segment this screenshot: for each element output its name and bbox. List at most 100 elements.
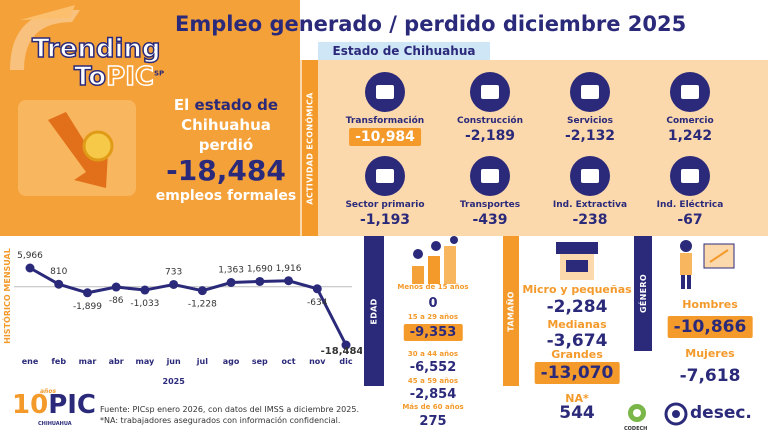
size-value: -2,284 (546, 297, 608, 317)
gender-strip: GÉNERO (634, 236, 652, 351)
x-tick-label: jun (166, 357, 181, 366)
title: Empleo generado / perdido diciembre 2025 (175, 12, 687, 36)
summary-text: perdió (198, 136, 254, 154)
age-name: Menos de 15 años (397, 283, 469, 291)
gender-name: Mujeres (685, 347, 735, 360)
gender-value: -7,618 (679, 366, 741, 386)
age-value: -6,552 (409, 360, 457, 375)
summary-text: Chihuahua (181, 116, 271, 134)
size-value: 544 (559, 403, 595, 423)
size-name: Grandes (551, 348, 603, 361)
age-value: -9,353 (403, 324, 463, 341)
point (169, 279, 179, 289)
desec: desec. (690, 403, 752, 423)
x-tick-label: nov (309, 357, 326, 366)
sector-icon (670, 156, 710, 196)
sector-icon (570, 72, 610, 112)
point (255, 276, 265, 286)
sector-icon (470, 156, 510, 196)
sector-name: Construcción (456, 116, 524, 126)
age-heading: EDAD (369, 297, 379, 325)
sector-value: -67 (677, 212, 703, 228)
sector-value: -439 (472, 212, 508, 228)
sector-value: -2,189 (464, 128, 516, 144)
size-value: -3,674 (546, 331, 608, 351)
point (82, 288, 92, 298)
value-label: -86 (109, 296, 124, 306)
value-label: 5,966 (17, 251, 43, 261)
summary-highlight: estado de (194, 96, 279, 114)
sector-name: Transformación (345, 116, 425, 126)
sector-icon (365, 156, 405, 196)
footer-logo: 10PIC (12, 390, 96, 420)
value-label: -634 (307, 298, 328, 308)
x-tick-label: ago (223, 357, 240, 366)
sector-heading: ACTIVIDAD ECONÓMICA (305, 91, 315, 205)
line-chart: HISTÓRICO MENSUAL 5,966 ene 810 feb -1,899 ma… (1, 248, 362, 386)
subtitle: Estado de Chihuahua (318, 42, 490, 60)
sector-value: 1,242 (667, 128, 713, 144)
sector-name: Comercio (666, 116, 714, 126)
value-label: 1,363 (218, 265, 244, 275)
gender-heading: GÉNERO (638, 274, 648, 313)
size-name: NA* (565, 392, 589, 405)
value-label: -1,228 (188, 300, 217, 310)
point (197, 286, 207, 296)
store-icon (556, 242, 598, 280)
summary-text: empleos formales (155, 188, 297, 204)
x-axis-title: 2025 (163, 377, 186, 386)
age-name: Más de 60 años (402, 403, 464, 411)
value-label: -1,033 (130, 299, 159, 309)
gender-name: Hombres (682, 298, 738, 311)
x-tick-label: oct (282, 357, 296, 366)
sector-value: -2,132 (564, 128, 616, 144)
sector-name: Ind. Extractiva (552, 200, 628, 210)
value-label: 733 (165, 267, 182, 277)
brand-sp: SP (153, 69, 165, 78)
x-tick-label: dic (339, 357, 352, 366)
x-tick-label: may (136, 357, 155, 366)
point (284, 276, 294, 286)
size-heading: TAMAÑO (506, 290, 516, 332)
age-value: -2,854 (409, 387, 457, 402)
value-label: -1,899 (73, 302, 102, 312)
line (29, 266, 348, 346)
logo-pic: PIC (48, 390, 96, 420)
codech: CODECH (624, 426, 648, 432)
source: Fuente: PICsp enero 2026, con datos del … (100, 405, 359, 414)
summary-text: El (173, 96, 190, 114)
value-label: 810 (50, 267, 67, 277)
point (341, 340, 351, 350)
x-tick-label: sep (252, 357, 268, 366)
point (54, 279, 64, 289)
x-tick-label: abr (109, 357, 124, 366)
desec-icon (664, 402, 688, 426)
summary-value: -18,484 (166, 154, 286, 187)
point (226, 277, 236, 287)
logo-arrow (20, 5, 75, 20)
brand-logo (10, 5, 80, 70)
sector-strip: ACTIVIDAD ECONÓMICA (302, 60, 318, 236)
value-label: 1,690 (247, 264, 273, 274)
summary-line: El estado de (174, 96, 278, 114)
age-name: 30 a 44 años (407, 350, 459, 358)
coin (82, 130, 114, 162)
sector-value: -10,984 (349, 128, 421, 146)
size-strip: TAMAÑO (503, 236, 519, 386)
sector-name: Servicios (567, 116, 613, 126)
sector-name: Sector primario (345, 200, 425, 210)
sector-icon (570, 156, 610, 196)
logo-city: CHIHUAHUA (38, 421, 72, 427)
size-value: -13,070 (534, 362, 620, 384)
x-tick-label: mar (79, 357, 97, 366)
brand-name-2: ToPICSP (73, 61, 165, 93)
sector-value: -238 (572, 212, 608, 228)
value-label: 1,916 (276, 264, 302, 274)
down-arrow (48, 112, 108, 188)
gender-value: -10,866 (667, 316, 753, 338)
codech-icon (628, 404, 646, 422)
x-tick-label: feb (51, 357, 66, 366)
x-tick-label: jul (196, 357, 208, 366)
note: *NA: trabajadores asegurados con informa… (100, 416, 341, 425)
brand-pic: PIC (105, 61, 154, 93)
